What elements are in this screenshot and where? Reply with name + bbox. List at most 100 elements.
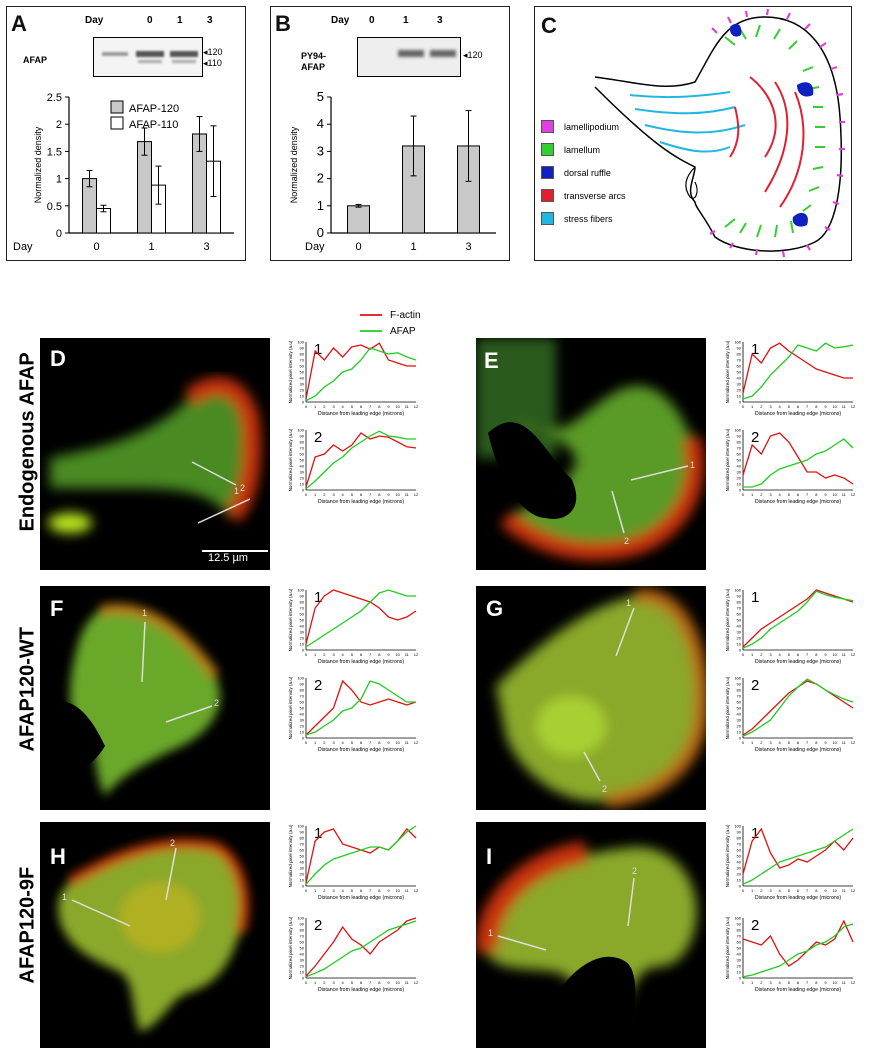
x-tick-label: 9	[387, 404, 390, 409]
y-tick-label: 80	[737, 600, 742, 605]
y-axis-label: Normalized pixel intensity (a.u)	[288, 824, 293, 887]
x-tick-label: 7	[369, 652, 372, 657]
x-tick-label: 11	[405, 980, 410, 985]
y-axis-label: Normalized pixel intensity (a.u)	[725, 588, 730, 651]
series-line-factin	[742, 589, 854, 648]
y-tick-label: 10	[737, 970, 742, 975]
x-tick-label: 0	[305, 492, 308, 497]
y-tick-label: 80	[737, 352, 742, 357]
day-0: 0	[147, 15, 153, 26]
x-tick-label: 5	[351, 740, 354, 745]
x-tick-label: 0	[305, 404, 308, 409]
legend-item-stress-fibers: stress fibers	[541, 212, 613, 225]
series-line-afap	[742, 828, 854, 885]
row-label-py94: PY94- AFAP	[301, 51, 327, 72]
x-axis-label: Distance from leading edge (microns)	[755, 659, 841, 665]
panel-c: C lamellipodium lamellum dors	[534, 6, 852, 261]
y-axis-label: Normalized pixel intensity (a.u)	[725, 428, 730, 491]
row-label-afap: AFAP	[23, 55, 48, 65]
plot-number-label: 2	[314, 917, 322, 934]
y-tick-label: 80	[737, 836, 742, 841]
series-line-factin	[305, 917, 417, 977]
x-tick-label: 7	[369, 404, 372, 409]
y-tick-label: 70	[300, 446, 305, 451]
y-tick-label: 70	[300, 842, 305, 847]
x-tick-label: 7	[806, 888, 809, 893]
y-tick-label: 60	[737, 612, 742, 617]
y-tick-label: 90	[737, 346, 742, 351]
y-tick-label: 100	[297, 340, 304, 345]
y-tick-label: 5	[317, 89, 324, 104]
y-tick-label: 30	[737, 866, 742, 871]
legend-label: lamellum	[564, 144, 601, 155]
y-tick-label: 20	[300, 636, 305, 641]
y-tick-label: 0	[739, 976, 742, 981]
y-tick-label: 80	[300, 928, 305, 933]
y-tick-label: 0	[56, 228, 62, 240]
x-tick-label: 2	[323, 404, 326, 409]
x-tick-label: 11	[842, 740, 847, 745]
x-tick-label: 9	[824, 980, 827, 985]
x-tick-label: 10	[395, 492, 400, 497]
x-tick-label: 4	[342, 404, 345, 409]
legend-afap-label: AFAP	[390, 326, 416, 337]
x-tick-label: 3	[332, 492, 335, 497]
x-tick-label: 6	[360, 740, 363, 745]
y-axis-label: Normalized pixel intensity (a.u)	[288, 588, 293, 651]
y-tick-label: 40	[300, 860, 305, 865]
y-tick-label: 30	[300, 382, 305, 387]
series-line-afap	[742, 342, 854, 400]
y-tick-label: 40	[737, 952, 742, 957]
y-tick-label: 0	[739, 648, 742, 653]
x-tick-label: 10	[832, 492, 837, 497]
row-label-9f: AFAP120-9F	[16, 866, 39, 984]
x-tick-label: 3	[332, 740, 335, 745]
x-tick-label: 7	[369, 888, 372, 893]
x-tick-label: 6	[360, 404, 363, 409]
x-tick-label: 9	[387, 740, 390, 745]
x-tick-label: 4	[779, 888, 782, 893]
x-tick-label: 12	[414, 404, 419, 409]
x-tick-label: 12	[851, 404, 856, 409]
panel-letter-b: B	[275, 11, 291, 36]
x-tick-label: 9	[824, 888, 827, 893]
cell-letter-g: G	[486, 596, 504, 621]
plot-number-label: 2	[751, 917, 759, 934]
y-tick-label: 10	[737, 642, 742, 647]
x-tick-label: 5	[788, 404, 791, 409]
line-label-2: 2	[624, 536, 630, 546]
x-tick-label: 9	[387, 652, 390, 657]
series-line-factin	[305, 679, 417, 736]
x-tick-label: 12	[414, 888, 419, 893]
cell-letter-h: H	[50, 844, 66, 869]
panel-letter-a: A	[11, 11, 27, 36]
x-tick-label: 8	[815, 652, 818, 657]
category-label: 3	[203, 241, 209, 253]
x-tick-label: 3	[332, 980, 335, 985]
y-tick-label: 4	[317, 116, 324, 131]
plot-number-label: 1	[751, 825, 759, 842]
legend-item-dorsal-ruffle: dorsal ruffle	[541, 166, 611, 179]
x-tick-label: 9	[387, 888, 390, 893]
panel-a: A Day 0 1 3 AFAP ◂120 ◂110 0 0.5 1 1.5 2 2.5 N…	[6, 6, 246, 261]
y-tick-label: 70	[737, 842, 742, 847]
y-tick-label: 70	[737, 446, 742, 451]
line-label-2: 2	[170, 838, 176, 848]
plot-number-label: 1	[751, 589, 759, 606]
y-axis-label: Normalized pixel intensity (a.u)	[725, 676, 730, 739]
legend-swatch	[110, 100, 124, 114]
y-axis-label: Normalized pixel intensity (a.u)	[288, 916, 293, 979]
x-tick-label: 0	[742, 980, 745, 985]
x-tick-label: 12	[851, 980, 856, 985]
x-tick-label: 10	[832, 980, 837, 985]
series-line-afap	[742, 923, 854, 978]
row-label-wt: AFAP120-WT	[16, 627, 39, 752]
x-tick-label: 12	[414, 492, 419, 497]
y-axis-label: Normalized pixel intensity (a.u)	[288, 676, 293, 739]
y-tick-label: 90	[300, 922, 305, 927]
line-label-1: 1	[690, 460, 696, 470]
plot-number-label: 1	[751, 341, 759, 358]
x-tick-label: 9	[824, 652, 827, 657]
x-axis-label: Distance from leading edge (microns)	[318, 659, 404, 665]
